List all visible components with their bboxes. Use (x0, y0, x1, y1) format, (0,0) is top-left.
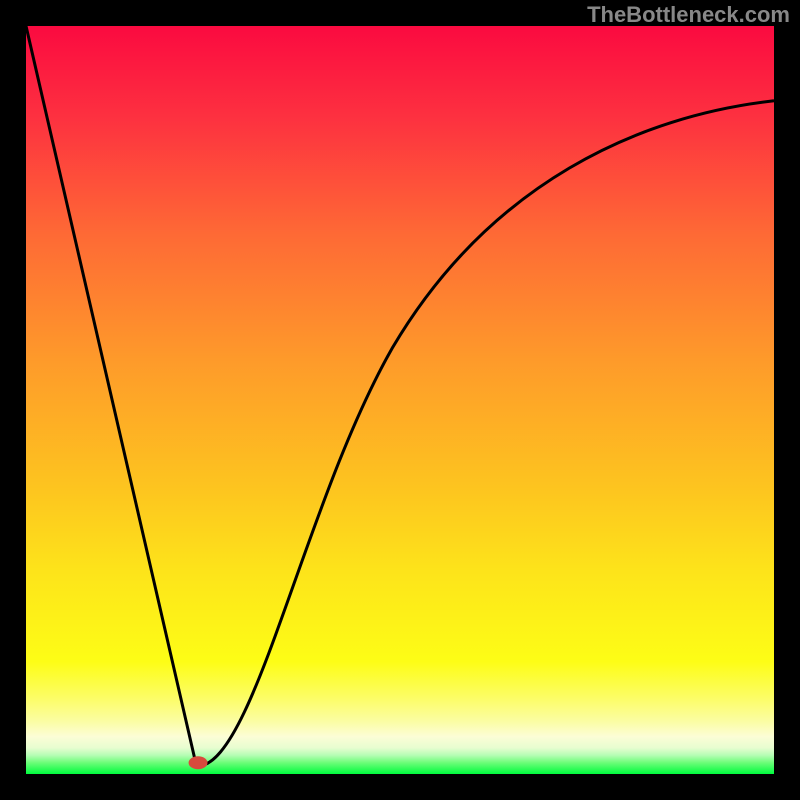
chart-background (26, 26, 774, 774)
chart-container: TheBottleneck.com (0, 0, 800, 800)
bottleneck-chart (0, 0, 800, 800)
source-watermark: TheBottleneck.com (587, 2, 790, 28)
bottleneck-marker (189, 757, 207, 769)
